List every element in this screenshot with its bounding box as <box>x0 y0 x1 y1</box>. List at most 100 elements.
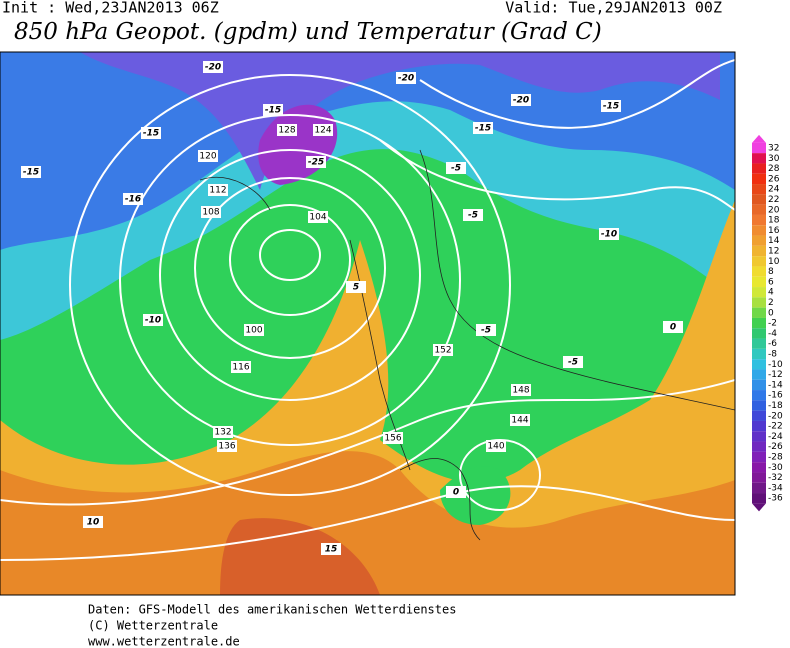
legend-label: 6 <box>768 277 774 287</box>
label-box <box>306 156 326 168</box>
geopotential-label: 116 <box>232 363 249 373</box>
legend-label: 26 <box>768 174 780 184</box>
label-box <box>308 211 328 223</box>
geopotential-label: 140 <box>487 442 504 452</box>
legend-label: -2 <box>768 319 777 329</box>
label-box <box>83 516 103 528</box>
legend-label: -8 <box>768 350 777 360</box>
legend-swatch <box>752 369 766 380</box>
legend-arrow-top <box>752 134 766 143</box>
temperature-label: 5 <box>353 283 359 293</box>
legend-label: -12 <box>768 370 783 380</box>
legend-swatch <box>752 472 766 483</box>
legend-label: -24 <box>768 432 783 442</box>
coastlines <box>199 149 735 541</box>
label-box <box>510 414 530 426</box>
temperature-label: -5 <box>468 211 478 221</box>
temperature-label: -15 <box>475 124 491 134</box>
color-legend: 32302826242220181614121086420-2-4-6-8-10… <box>752 134 783 512</box>
legend-swatch <box>752 400 766 411</box>
label-box <box>446 486 466 498</box>
legend-swatch <box>752 462 766 473</box>
temperature-label: -5 <box>568 358 578 368</box>
label-box <box>601 100 621 112</box>
legend-swatch <box>752 225 766 236</box>
label-box <box>486 440 506 452</box>
legend-swatch <box>752 163 766 174</box>
legend-swatch <box>752 379 766 391</box>
legend-label: -10 <box>768 360 783 370</box>
geopotential-label: 108 <box>202 208 219 218</box>
legend-swatch <box>752 451 766 463</box>
legend-swatch <box>752 194 766 205</box>
temperature-label: -5 <box>481 326 491 336</box>
label-box <box>123 193 143 205</box>
geopotential-label: 132 <box>214 428 231 438</box>
legend-swatch <box>752 359 766 370</box>
legend-swatch <box>752 266 766 277</box>
legend-label: 28 <box>768 164 780 174</box>
label-box <box>463 209 483 221</box>
legend-swatch <box>752 173 766 185</box>
credit-data: Daten: GFS-Modell des amerikanischen Wet… <box>88 603 456 617</box>
temperature-label: -15 <box>143 129 159 139</box>
label-box <box>217 440 237 452</box>
legend-swatch <box>752 214 766 226</box>
legend-swatch <box>752 420 766 432</box>
legend-label: -26 <box>768 442 783 452</box>
geopotential-label: 128 <box>278 126 295 136</box>
legend-label: -32 <box>768 473 783 483</box>
label-box <box>473 122 493 134</box>
legend-swatch <box>752 482 766 494</box>
geopotential-label: 112 <box>209 186 226 196</box>
legend-label: -34 <box>768 483 783 493</box>
label-box <box>383 432 403 444</box>
label-box <box>511 384 531 396</box>
legend-label: -16 <box>768 391 783 401</box>
legend-swatch <box>752 256 766 267</box>
legend-label: 24 <box>768 185 780 195</box>
label-box <box>277 124 297 136</box>
map-title: 850 hPa Geopot. (gpdm) und Temperatur (G… <box>14 19 602 45</box>
label-box <box>476 324 496 336</box>
legend-swatch <box>752 390 766 401</box>
legend-swatch <box>752 245 766 257</box>
temperature-label: -20 <box>513 96 529 106</box>
label-box <box>198 150 218 162</box>
label-box <box>203 61 223 73</box>
label-box <box>563 356 583 368</box>
legend-swatch <box>752 276 766 288</box>
temperature-label: -5 <box>451 164 461 174</box>
legend-label: 30 <box>768 154 780 164</box>
legend-label: 4 <box>768 288 774 298</box>
label-box <box>511 94 531 106</box>
init-time: Init : Wed,23JAN2013 06Z <box>2 0 219 17</box>
legend-label: 32 <box>768 144 779 154</box>
temperature-label: -25 <box>308 158 324 168</box>
label-box <box>663 321 683 333</box>
label-box <box>599 228 619 240</box>
label-box <box>321 543 341 555</box>
geopotential-label: 144 <box>511 416 528 426</box>
label-box <box>446 162 466 174</box>
map-frame <box>0 51 736 596</box>
legend-swatch <box>752 493 766 504</box>
label-box <box>141 127 161 139</box>
legend-swatch <box>752 307 766 318</box>
label-box <box>433 344 453 356</box>
temperature-label: -10 <box>601 230 617 240</box>
legend-label: -30 <box>768 463 783 473</box>
temperature-label: -16 <box>125 195 141 205</box>
legend-label: -20 <box>768 411 783 421</box>
legend-swatch <box>752 338 766 349</box>
credit-url: www.wetterzentrale.de <box>88 635 240 648</box>
valid-time: Valid: Tue,29JAN2013 00Z <box>505 0 722 17</box>
label-box <box>213 426 233 438</box>
legend-label: 20 <box>768 205 780 215</box>
temperature-label: -20 <box>205 63 221 73</box>
legend-label: 14 <box>768 236 780 246</box>
field-warmer <box>0 451 735 595</box>
legend-label: 22 <box>768 195 779 205</box>
temperature-label: 15 <box>325 545 338 555</box>
legend-swatch <box>752 204 766 215</box>
